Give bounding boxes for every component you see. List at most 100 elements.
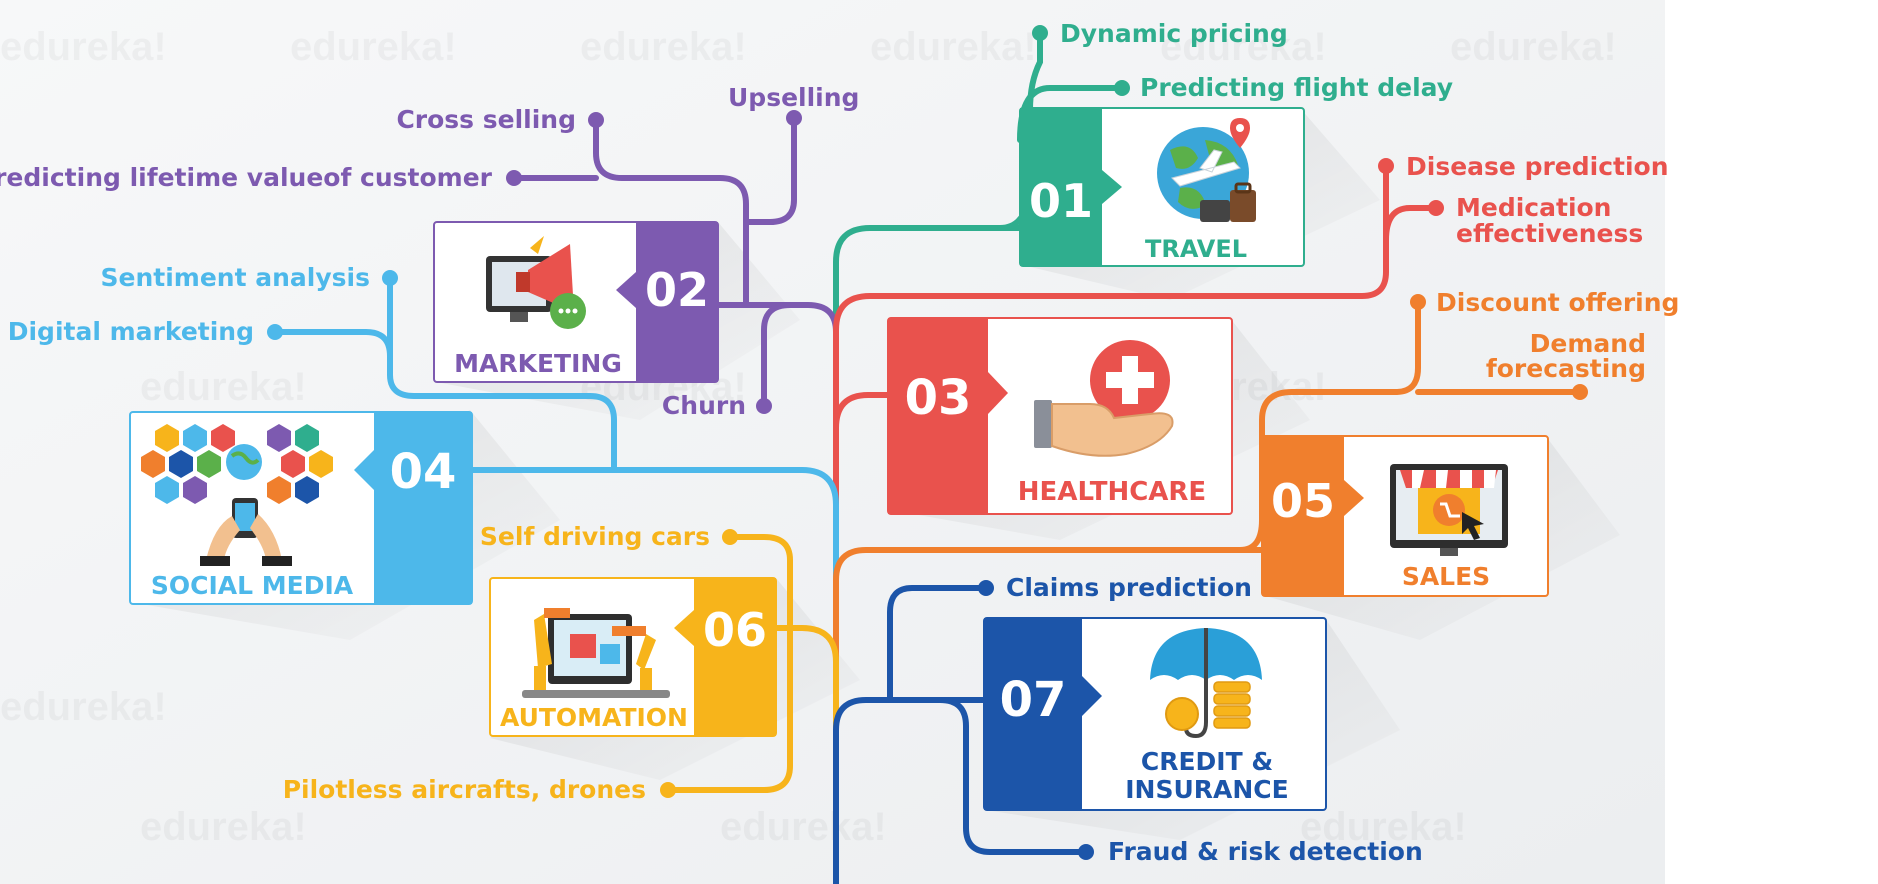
- endpoint-dot: [756, 398, 772, 414]
- connector-sales: [833, 547, 1265, 884]
- connector-upselling: [743, 115, 797, 225]
- endpoint-dot: [1114, 80, 1130, 96]
- watermark: edureka!: [580, 25, 747, 69]
- card-title: SALES: [1402, 562, 1490, 591]
- card-title-line-1: CREDIT &: [1141, 747, 1273, 776]
- endpoint-dot: [978, 580, 994, 596]
- card-number: 03: [905, 370, 972, 426]
- connector-insurance: [833, 697, 993, 884]
- label-medication: Medication: [1456, 193, 1611, 222]
- connector-automation: [773, 625, 839, 884]
- card-automation: 06 AUTOMATION: [489, 577, 777, 737]
- endpoint-dot: [1572, 384, 1588, 400]
- endpoint-dot: [660, 782, 676, 798]
- connector-disease-prediction: [833, 165, 1389, 473]
- connector-churn: [761, 302, 793, 409]
- endpoint-dot: [722, 529, 738, 545]
- online-store-icon: [1390, 464, 1508, 556]
- watermark: edureka!: [720, 805, 887, 849]
- umbrella-coins-icon: [1150, 628, 1262, 739]
- label-effectiveness: effectiveness: [1456, 219, 1643, 248]
- number-tab: [984, 618, 1082, 810]
- label-sentiment-analysis: Sentiment analysis: [101, 263, 370, 292]
- endpoint-dot: [267, 324, 283, 340]
- connector-digital-marketing: [272, 329, 393, 359]
- watermark: edureka!: [870, 25, 1037, 69]
- number-tab: [888, 318, 988, 514]
- endpoint-dot: [1378, 158, 1394, 174]
- label-pilotless: Pilotless aircrafts, drones: [283, 775, 646, 804]
- number-tab: [636, 222, 718, 382]
- connector-sentiment: [387, 275, 617, 473]
- card-number: 01: [1029, 174, 1093, 228]
- watermark: edureka!: [0, 685, 167, 729]
- card-travel: 01 TRAVEL: [1019, 107, 1305, 267]
- medical-hand-icon: [1034, 340, 1174, 457]
- card-number: 07: [1000, 672, 1067, 728]
- connector-social-media: [467, 467, 839, 884]
- card-title: AUTOMATION: [500, 703, 688, 732]
- globe-airplane-icon: [1157, 118, 1256, 222]
- connector-fraud: [937, 697, 1089, 855]
- card-number: 05: [1271, 474, 1335, 528]
- connector-claims: [887, 585, 989, 703]
- card-healthcare: 03 HEALTHCARE: [887, 317, 1233, 515]
- card-title: MARKETING: [454, 349, 622, 378]
- endpoint-dot: [1078, 844, 1094, 860]
- label-cross-selling: Cross selling: [396, 105, 576, 134]
- branch-endpoints: [267, 25, 1588, 860]
- label-upselling: Upselling: [728, 83, 859, 112]
- endpoint-dot: [1032, 25, 1048, 41]
- watermark: edureka!: [140, 805, 307, 849]
- card-number: 06: [703, 603, 767, 657]
- watermark: edureka!: [290, 25, 457, 69]
- label-claims-prediction: Claims prediction: [1006, 573, 1252, 602]
- robotic-arm-icon: [522, 608, 670, 698]
- card-number: 02: [645, 263, 709, 317]
- label-dynamic-pricing: Dynamic pricing: [1060, 19, 1288, 48]
- card-number: 04: [390, 444, 457, 500]
- watermark: edureka!: [140, 365, 307, 409]
- number-tab: [694, 578, 776, 736]
- connector-self-driving: [727, 534, 793, 631]
- card-title: HEALTHCARE: [1018, 477, 1206, 507]
- label-fraud-detection: Fraud & risk detection: [1108, 837, 1423, 866]
- watermark: edureka!: [0, 25, 167, 69]
- card-sales: 05 SALES: [1261, 435, 1549, 597]
- card-title-line-2: INSURANCE: [1125, 775, 1288, 804]
- connector-pilotless: [665, 625, 793, 793]
- label-churn: Churn: [662, 391, 746, 420]
- blank-right-margin: [1665, 0, 1878, 884]
- label-disease-prediction: Disease prediction: [1406, 152, 1669, 181]
- number-tab: [1020, 108, 1102, 266]
- people-network-icon: [141, 424, 333, 566]
- connector-cross-selling: [593, 117, 749, 308]
- number-tab: [374, 412, 472, 604]
- megaphone-icon: [486, 236, 586, 329]
- connector-discount: [1237, 299, 1421, 553]
- label-demand: Demand: [1530, 329, 1646, 358]
- label-lifetime-value: Predicting lifetime valueof customer: [0, 163, 493, 192]
- card-insurance: 07 CREDIT & INSURANCE: [983, 617, 1327, 811]
- endpoint-dot: [506, 170, 522, 186]
- branch-labels: Dynamic pricing Predicting flight delay …: [0, 19, 1679, 866]
- label-flight-delay: Predicting flight delay: [1140, 73, 1453, 102]
- endpoint-dot: [382, 270, 398, 286]
- number-tab: [1262, 436, 1344, 596]
- endpoint-dot: [588, 112, 604, 128]
- connector-travel: [833, 225, 1023, 884]
- card-title: TRAVEL: [1145, 235, 1247, 263]
- card-marketing: 02 MARKETING: [433, 221, 719, 383]
- card-title: SOCIAL MEDIA: [151, 571, 354, 600]
- label-self-driving: Self driving cars: [480, 522, 710, 551]
- endpoint-dot: [1428, 200, 1444, 216]
- endpoint-dot: [786, 110, 802, 126]
- card-social-media: 04 SOCIAL MEDIA: [129, 411, 473, 605]
- connector-medication: [1383, 205, 1439, 243]
- label-digital-marketing: Digital marketing: [8, 317, 254, 346]
- watermark: edureka!: [1450, 25, 1617, 69]
- label-forecasting: forecasting: [1486, 354, 1646, 383]
- endpoint-dot: [1410, 294, 1426, 310]
- label-discount-offering: Discount offering: [1436, 288, 1679, 317]
